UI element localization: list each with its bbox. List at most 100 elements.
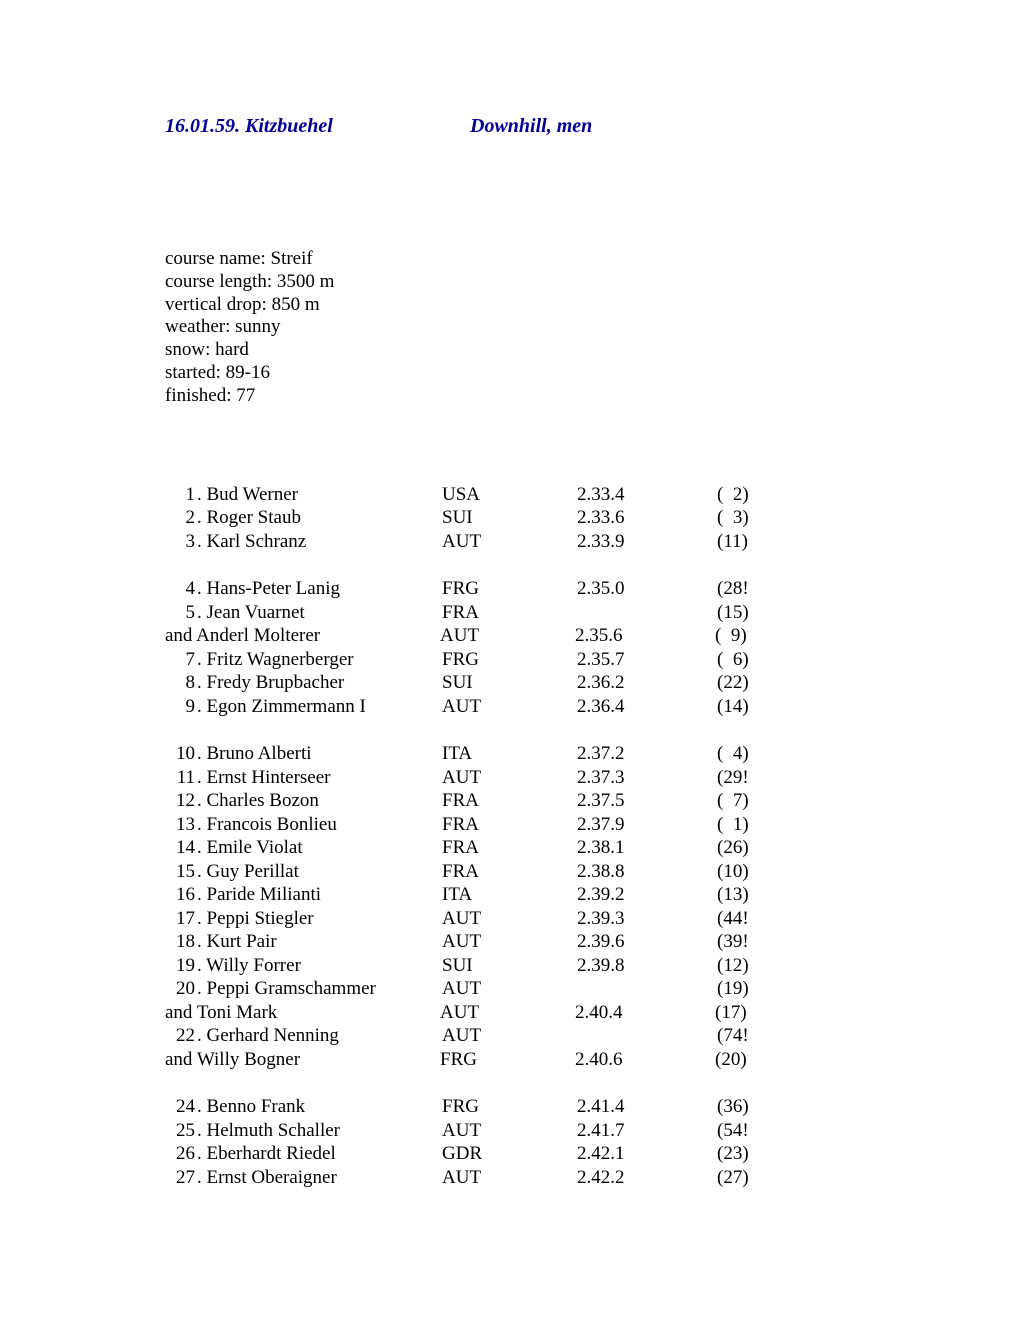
vertical-drop: vertical drop: 850 m	[165, 294, 1020, 317]
result-row: 22. Gerhard NenningAUT(74!	[165, 1024, 1020, 1048]
result-time: 2.33.4	[577, 483, 717, 507]
result-row: and Anderl MoltererAUT2.35.6( 9)	[165, 624, 1020, 648]
result-name: . Hans-Peter Lanig	[195, 577, 442, 601]
result-rank: 12	[165, 789, 195, 813]
result-rank: 8	[165, 671, 195, 695]
result-nation: ITA	[442, 883, 577, 907]
result-nation: AUT	[442, 1119, 577, 1143]
result-time: 2.42.1	[577, 1142, 717, 1166]
result-time: 2.38.1	[577, 836, 717, 860]
result-bib: (26)	[717, 836, 777, 860]
result-name: . Gerhard Nenning	[195, 1024, 442, 1048]
result-rank: 20	[165, 977, 195, 1001]
result-rank: 22	[165, 1024, 195, 1048]
result-name: and Anderl Molterer	[165, 624, 440, 648]
result-time	[577, 601, 717, 625]
result-nation: FRG	[442, 648, 577, 672]
result-bib: (14)	[717, 695, 777, 719]
result-row: 3. Karl SchranzAUT2.33.9(11)	[165, 530, 1020, 554]
result-bib: (10)	[717, 860, 777, 884]
result-nation: SUI	[442, 954, 577, 978]
result-time: 2.40.4	[575, 1001, 715, 1025]
result-row: and Willy BognerFRG2.40.6(20)	[165, 1048, 1020, 1072]
result-nation: AUT	[442, 530, 577, 554]
row-spacer	[165, 553, 1020, 577]
result-rank: 17	[165, 907, 195, 931]
started: started: 89-16	[165, 362, 1020, 385]
result-bib: (44!	[717, 907, 777, 931]
result-nation: AUT	[442, 1166, 577, 1190]
result-row: and Toni MarkAUT2.40.4(17)	[165, 1001, 1020, 1025]
result-row: 5. Jean VuarnetFRA(15)	[165, 601, 1020, 625]
result-rank: 1	[165, 483, 195, 507]
result-nation: FRA	[442, 789, 577, 813]
result-time	[577, 977, 717, 1001]
row-spacer	[165, 1071, 1020, 1095]
result-bib: (15)	[717, 601, 777, 625]
result-time: 2.42.2	[577, 1166, 717, 1190]
result-rank: 3	[165, 530, 195, 554]
result-name: and Willy Bogner	[165, 1048, 440, 1072]
result-row: 8. Fredy BrupbacherSUI2.36.2(22)	[165, 671, 1020, 695]
result-time: 2.39.2	[577, 883, 717, 907]
result-row: 12. Charles BozonFRA2.37.5( 7)	[165, 789, 1020, 813]
snow: snow: hard	[165, 339, 1020, 362]
result-bib: (19)	[717, 977, 777, 1001]
result-row: 2. Roger StaubSUI2.33.6( 3)	[165, 506, 1020, 530]
result-rank: 18	[165, 930, 195, 954]
result-rank: 13	[165, 813, 195, 837]
result-bib: ( 4)	[717, 742, 777, 766]
result-row: 7. Fritz WagnerbergerFRG2.35.7( 6)	[165, 648, 1020, 672]
result-bib: (17)	[715, 1001, 775, 1025]
result-bib: (13)	[717, 883, 777, 907]
result-time: 2.37.2	[577, 742, 717, 766]
result-nation: FRA	[442, 860, 577, 884]
result-nation: AUT	[442, 930, 577, 954]
result-rank: 26	[165, 1142, 195, 1166]
result-row: 24. Benno FrankFRG2.41.4(36)	[165, 1095, 1020, 1119]
result-time: 2.41.7	[577, 1119, 717, 1143]
result-rank: 27	[165, 1166, 195, 1190]
result-name: . Bruno Alberti	[195, 742, 442, 766]
result-row: 19. Willy ForrerSUI2.39.8(12)	[165, 954, 1020, 978]
result-row: 9. Egon Zimmermann IAUT2.36.4(14)	[165, 695, 1020, 719]
result-row: 15. Guy PerillatFRA2.38.8(10)	[165, 860, 1020, 884]
result-name: . Paride Milianti	[195, 883, 442, 907]
result-name: and Toni Mark	[165, 1001, 440, 1025]
result-bib: ( 2)	[717, 483, 777, 507]
result-name: . Helmuth Schaller	[195, 1119, 442, 1143]
result-rank: 14	[165, 836, 195, 860]
result-time: 2.37.5	[577, 789, 717, 813]
result-bib: (23)	[717, 1142, 777, 1166]
result-time: 2.33.9	[577, 530, 717, 554]
page: 16.01.59. Kitzbuehel Downhill, men cours…	[0, 0, 1020, 1189]
result-name: . Francois Bonlieu	[195, 813, 442, 837]
result-nation: FRA	[442, 601, 577, 625]
result-time	[577, 1024, 717, 1048]
result-nation: GDR	[442, 1142, 577, 1166]
result-nation: FRG	[442, 1095, 577, 1119]
result-row: 16. Paride MiliantiITA2.39.2(13)	[165, 883, 1020, 907]
result-name: . Benno Frank	[195, 1095, 442, 1119]
result-row: 11. Ernst HinterseerAUT2.37.3(29!	[165, 766, 1020, 790]
weather: weather: sunny	[165, 316, 1020, 339]
page-header: 16.01.59. Kitzbuehel Downhill, men	[165, 115, 1020, 138]
result-bib: (36)	[717, 1095, 777, 1119]
result-nation: AUT	[442, 977, 577, 1001]
result-nation: FRA	[442, 836, 577, 860]
result-bib: ( 7)	[717, 789, 777, 813]
result-nation: FRG	[442, 577, 577, 601]
course-info: course name: Streif course length: 3500 …	[165, 248, 1020, 408]
result-row: 13. Francois BonlieuFRA2.37.9( 1)	[165, 813, 1020, 837]
result-bib: ( 3)	[717, 506, 777, 530]
result-bib: (29!	[717, 766, 777, 790]
result-bib: (39!	[717, 930, 777, 954]
result-name: . Guy Perillat	[195, 860, 442, 884]
result-row: 18. Kurt PairAUT2.39.6(39!	[165, 930, 1020, 954]
result-time: 2.37.3	[577, 766, 717, 790]
result-rank: 9	[165, 695, 195, 719]
result-nation: AUT	[440, 1001, 575, 1025]
result-time: 2.37.9	[577, 813, 717, 837]
result-time: 2.33.6	[577, 506, 717, 530]
result-name: . Peppi Stiegler	[195, 907, 442, 931]
